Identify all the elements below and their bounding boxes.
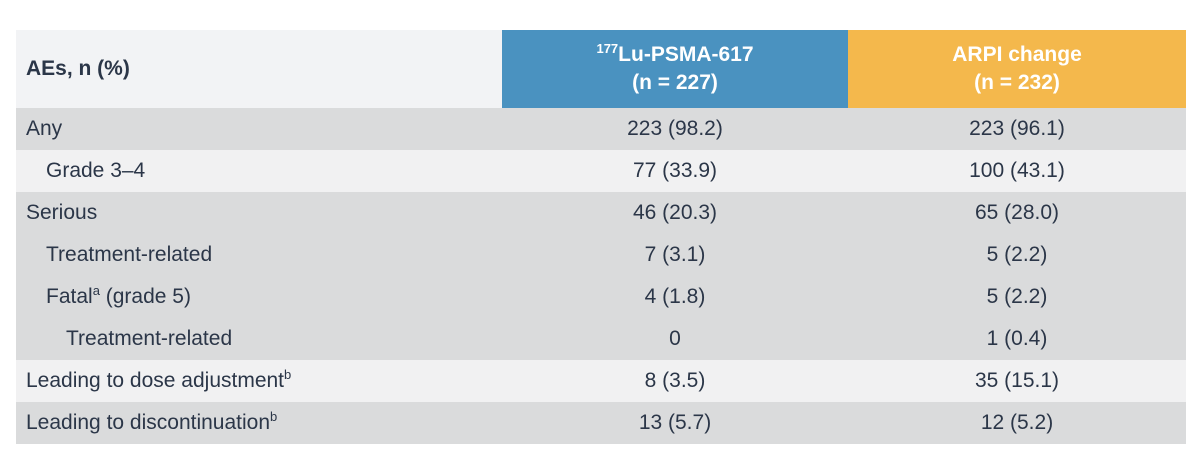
cell: 46 (20.3) <box>632 201 718 224</box>
footnote-mark: a <box>92 283 100 298</box>
footnote-mark: b <box>284 367 292 382</box>
superscript: 177 <box>596 41 619 56</box>
cell: 8 (3.5) <box>644 369 706 392</box>
row: Serious 46 (20.3) 65 (28.0) <box>16 192 1186 234</box>
row-label: Leading to dose adjustment <box>26 369 285 392</box>
row-label: Grade 3–4 <box>46 159 146 182</box>
cell: 1 (0.4) <box>986 327 1048 350</box>
column-n: (n = 232) <box>974 71 1060 94</box>
row: Treatment-related 7 (3.1) 5 (2.2) <box>16 234 1186 276</box>
cell: 65 (28.0) <box>974 201 1060 224</box>
header-row: AEs, n (%) 177Lu-PSMA-617 (n = 227) ARPI … <box>16 30 1186 108</box>
cell: 12 (5.2) <box>980 411 1054 434</box>
column-n: (n = 227) <box>632 71 718 94</box>
row: Leading to discontinuationb 13 (5.7) 12 (5… <box>16 402 1186 444</box>
row-label-cell: Leading to dose adjustmentb <box>16 360 502 402</box>
cell: 4 (1.8) <box>644 285 706 308</box>
row: Any 223 (98.2) 223 (96.1) <box>16 108 1186 150</box>
cell: 77 (33.9) <box>632 159 718 182</box>
cell: 223 (98.2) <box>627 117 723 140</box>
cell: 35 (15.1) <box>974 369 1060 392</box>
cell: 5 (2.2) <box>986 285 1048 308</box>
row-label: Serious <box>26 201 98 224</box>
row-label: Any <box>26 117 63 140</box>
footnote-mark: b <box>270 409 278 424</box>
row: Grade 3–4 77 (33.9) 100 (43.1) <box>16 150 1186 192</box>
row-label-cell: Leading to discontinuationb <box>16 402 502 444</box>
header-column: 177Lu-PSMA-617 (n = 227) <box>502 30 848 108</box>
row-label: Treatment-related <box>66 327 233 350</box>
row-label: Leading to discontinuation <box>26 411 271 434</box>
row-label: Fatal <box>46 285 93 308</box>
row: Treatment-related 0 1 (0.4) <box>16 318 1186 360</box>
column-name: Lu-PSMA-617 <box>618 43 754 66</box>
cell: 5 (2.2) <box>986 243 1048 266</box>
row-label-cell: Fatala (grade 5) <box>16 276 502 318</box>
row-label: Treatment-related <box>46 243 213 266</box>
cell: 223 (96.1) <box>969 117 1065 140</box>
column-name: ARPI change <box>952 43 1082 66</box>
header-column: ARPI change (n = 232) <box>848 30 1186 108</box>
row-label-suffix: (grade 5) <box>99 285 191 308</box>
cell: 0 <box>669 327 681 350</box>
row: Fatala (grade 5) 4 (1.8) 5 (2.2) <box>16 276 1186 318</box>
row: Leading to dose adjustmentb 8 (3.5) 35 (15… <box>16 360 1186 402</box>
cell: 100 (43.1) <box>969 159 1065 182</box>
cell: 13 (5.7) <box>638 411 712 434</box>
header-label: AEs, n (%) <box>16 30 502 108</box>
cell: 7 (3.1) <box>644 243 706 266</box>
ae-table: AEs, n (%) 177Lu-PSMA-617 (n = 227) ARPI … <box>16 30 1186 444</box>
